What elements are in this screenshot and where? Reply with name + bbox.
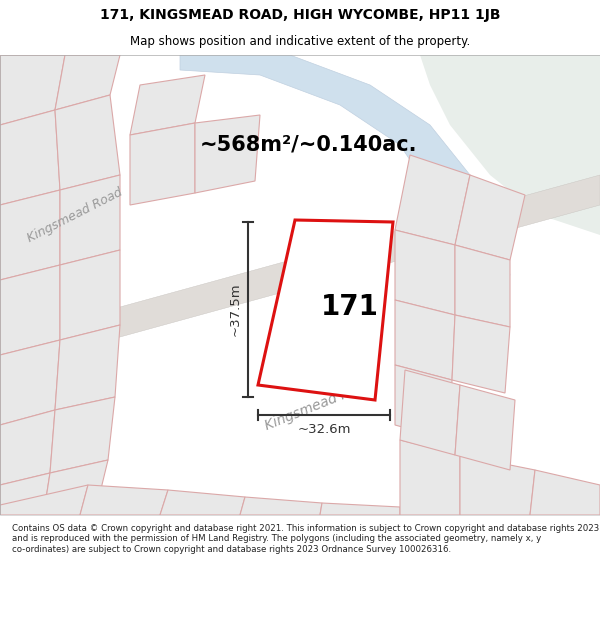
Polygon shape bbox=[50, 397, 115, 473]
Polygon shape bbox=[455, 245, 510, 327]
Polygon shape bbox=[0, 410, 55, 485]
Text: Map shows position and indicative extent of the property.: Map shows position and indicative extent… bbox=[130, 35, 470, 48]
Polygon shape bbox=[0, 265, 60, 355]
Polygon shape bbox=[452, 315, 510, 393]
Polygon shape bbox=[400, 370, 460, 455]
Polygon shape bbox=[55, 55, 120, 110]
Polygon shape bbox=[460, 455, 535, 515]
Text: 171: 171 bbox=[322, 292, 379, 321]
Polygon shape bbox=[400, 440, 460, 515]
Polygon shape bbox=[0, 473, 50, 515]
Polygon shape bbox=[455, 385, 515, 470]
Polygon shape bbox=[0, 190, 60, 280]
Polygon shape bbox=[195, 115, 260, 193]
Text: 171, KINGSMEAD ROAD, HIGH WYCOMBE, HP11 1JB: 171, KINGSMEAD ROAD, HIGH WYCOMBE, HP11 … bbox=[100, 8, 500, 22]
Polygon shape bbox=[395, 300, 455, 380]
Polygon shape bbox=[80, 485, 168, 515]
Polygon shape bbox=[0, 175, 600, 370]
Polygon shape bbox=[45, 460, 108, 505]
Polygon shape bbox=[0, 55, 65, 125]
Text: ~32.6m: ~32.6m bbox=[297, 423, 351, 436]
Polygon shape bbox=[60, 250, 120, 340]
Polygon shape bbox=[0, 485, 88, 515]
Text: Kingsmead Road: Kingsmead Road bbox=[263, 377, 377, 433]
Polygon shape bbox=[320, 503, 400, 515]
Polygon shape bbox=[420, 55, 600, 235]
Text: ~37.5m: ~37.5m bbox=[229, 282, 242, 336]
Polygon shape bbox=[530, 470, 600, 515]
Polygon shape bbox=[258, 220, 393, 400]
Polygon shape bbox=[240, 497, 322, 515]
Polygon shape bbox=[55, 325, 120, 410]
Polygon shape bbox=[180, 55, 510, 295]
Text: ~568m²/~0.140ac.: ~568m²/~0.140ac. bbox=[200, 135, 418, 155]
Polygon shape bbox=[0, 340, 60, 425]
Text: Kingsmead Road: Kingsmead Road bbox=[25, 186, 125, 244]
Polygon shape bbox=[395, 155, 470, 245]
Polygon shape bbox=[455, 175, 525, 260]
Polygon shape bbox=[130, 123, 195, 205]
Polygon shape bbox=[60, 175, 120, 265]
Polygon shape bbox=[160, 490, 245, 515]
Polygon shape bbox=[395, 230, 455, 315]
Polygon shape bbox=[395, 365, 452, 440]
Polygon shape bbox=[55, 95, 120, 190]
Polygon shape bbox=[0, 110, 60, 205]
Polygon shape bbox=[130, 75, 205, 135]
Text: Contains OS data © Crown copyright and database right 2021. This information is : Contains OS data © Crown copyright and d… bbox=[12, 524, 599, 554]
